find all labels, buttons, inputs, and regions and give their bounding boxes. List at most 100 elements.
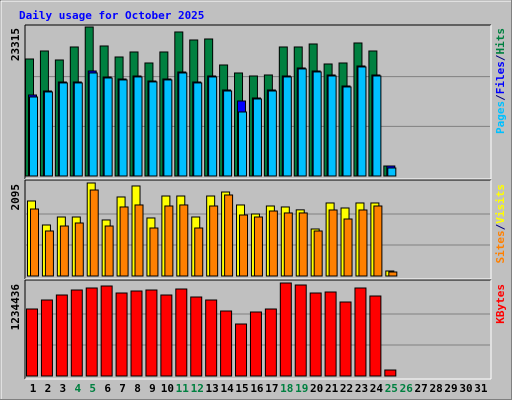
legend-separator: / — [494, 94, 507, 101]
bar — [354, 287, 367, 377]
bar — [145, 289, 158, 377]
bar — [118, 79, 128, 177]
x-tick-label: 29 — [444, 382, 457, 395]
bar — [89, 189, 99, 277]
bar — [130, 290, 143, 377]
bar — [388, 271, 398, 277]
bar — [357, 66, 367, 177]
bar — [358, 209, 368, 277]
bar — [74, 222, 84, 277]
bar — [235, 323, 248, 377]
x-tick-label: 20 — [310, 382, 323, 395]
bar — [312, 71, 322, 177]
legend: KBytes — [494, 284, 507, 324]
bar — [339, 301, 352, 377]
bar — [133, 76, 143, 177]
x-tick-label: 23 — [355, 382, 368, 395]
x-tick-label: 28 — [429, 382, 442, 395]
bar — [282, 76, 292, 177]
bar — [238, 111, 248, 177]
bar — [100, 285, 113, 377]
legend-entry: Files — [494, 61, 507, 94]
bar — [264, 308, 277, 377]
bar — [373, 205, 383, 277]
bar — [239, 214, 249, 277]
x-tick-label: 4 — [74, 382, 81, 395]
bar — [160, 294, 173, 377]
x-tick-label: 11 — [176, 382, 190, 395]
legend-separator: / — [494, 54, 507, 61]
bar — [55, 294, 68, 377]
legend-entry: Pages — [494, 101, 507, 134]
legend-separator: / — [494, 223, 507, 230]
bar — [40, 299, 53, 377]
x-tick-label: 31 — [474, 382, 488, 395]
bar — [103, 77, 113, 177]
bar — [253, 216, 263, 277]
x-tick-label: 25 — [385, 382, 398, 395]
x-tick-label: 15 — [235, 382, 248, 395]
bar — [283, 212, 293, 277]
bar — [104, 225, 114, 277]
legend-entry: Visits — [494, 184, 507, 224]
bar — [190, 296, 203, 377]
bar — [313, 230, 323, 277]
x-tick-label: 2 — [45, 382, 52, 395]
bar — [44, 230, 54, 277]
bar — [148, 81, 158, 177]
bar — [372, 75, 382, 177]
bar — [73, 82, 83, 177]
bar — [205, 299, 218, 377]
bar — [178, 72, 188, 177]
bar — [26, 308, 38, 377]
bar — [268, 210, 278, 277]
x-tick-label: 1 — [30, 382, 37, 395]
bar — [193, 82, 203, 177]
x-tick-label: 14 — [220, 382, 234, 395]
bar — [119, 206, 129, 277]
bar — [387, 167, 397, 177]
x-tick-label: 22 — [340, 382, 353, 395]
bar — [294, 284, 307, 377]
bar — [249, 311, 262, 377]
bar — [267, 90, 277, 177]
bar — [220, 310, 233, 377]
legend: Pages/Files/Hits — [494, 28, 507, 134]
bar — [342, 86, 352, 177]
y-tick-label: 1234436 — [9, 284, 22, 331]
bar — [115, 292, 128, 377]
bar — [70, 289, 83, 377]
bar — [328, 209, 338, 277]
x-tick-label: 9 — [149, 382, 156, 395]
x-tick-label: 21 — [325, 382, 339, 395]
bar — [327, 75, 337, 177]
bar — [85, 287, 98, 377]
bar — [29, 96, 38, 177]
legend-entry: Sites — [494, 230, 507, 263]
y-tick-label: 23315 — [9, 28, 22, 61]
x-tick-label: 16 — [250, 382, 264, 395]
bar — [324, 291, 337, 377]
bar — [43, 91, 53, 177]
legend-entry: KBytes — [494, 284, 507, 324]
bar — [343, 218, 353, 277]
bar — [59, 225, 69, 277]
bar — [224, 194, 234, 277]
x-tick-label: 26 — [400, 382, 414, 395]
legend-entry: Hits — [494, 28, 507, 55]
bar — [309, 292, 322, 377]
bar — [134, 204, 144, 277]
bar — [209, 205, 219, 277]
x-tick-label: 27 — [415, 382, 428, 395]
legend: Sites/Visits — [494, 184, 507, 264]
bar — [208, 76, 218, 177]
bar — [175, 288, 188, 377]
bar — [384, 369, 397, 377]
bar — [149, 227, 159, 277]
bar — [194, 227, 204, 277]
x-tick-label: 13 — [206, 382, 219, 395]
bar — [279, 282, 292, 377]
x-tick-label: 19 — [295, 382, 308, 395]
